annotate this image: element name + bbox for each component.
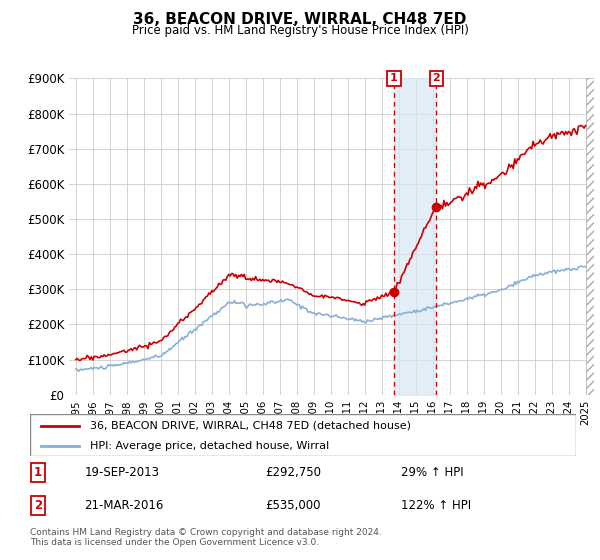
Text: Price paid vs. HM Land Registry's House Price Index (HPI): Price paid vs. HM Land Registry's House … (131, 24, 469, 37)
Text: 29% ↑ HPI: 29% ↑ HPI (401, 465, 464, 479)
Text: 36, BEACON DRIVE, WIRRAL, CH48 7ED: 36, BEACON DRIVE, WIRRAL, CH48 7ED (133, 12, 467, 27)
Text: £292,750: £292,750 (265, 465, 321, 479)
Text: 36, BEACON DRIVE, WIRRAL, CH48 7ED (detached house): 36, BEACON DRIVE, WIRRAL, CH48 7ED (deta… (90, 421, 411, 431)
Text: 2: 2 (34, 498, 42, 512)
Text: 1: 1 (390, 73, 398, 83)
Text: Contains HM Land Registry data © Crown copyright and database right 2024.: Contains HM Land Registry data © Crown c… (30, 528, 382, 536)
Text: 122% ↑ HPI: 122% ↑ HPI (401, 498, 472, 512)
Text: 1: 1 (34, 465, 42, 479)
Text: 19-SEP-2013: 19-SEP-2013 (85, 465, 160, 479)
Text: This data is licensed under the Open Government Licence v3.0.: This data is licensed under the Open Gov… (30, 538, 319, 547)
Text: 2: 2 (433, 73, 440, 83)
Text: £535,000: £535,000 (265, 498, 320, 512)
Text: 21-MAR-2016: 21-MAR-2016 (85, 498, 164, 512)
Text: HPI: Average price, detached house, Wirral: HPI: Average price, detached house, Wirr… (90, 441, 329, 451)
